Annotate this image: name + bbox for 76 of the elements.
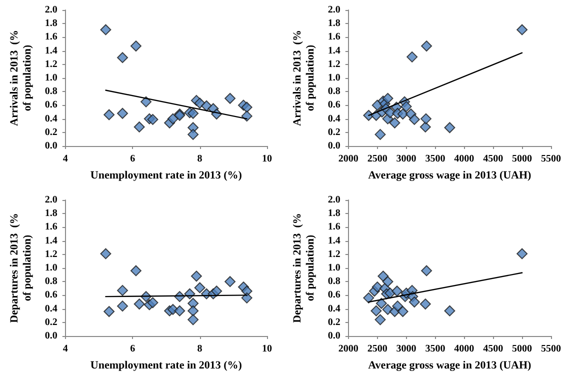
x-tick-label: 8 xyxy=(197,344,202,354)
y-tick-label: 0.4 xyxy=(328,113,340,124)
y-tick-label: 1.0 xyxy=(44,262,58,274)
y-tick-label: 0.8 xyxy=(328,86,340,98)
y-tick-label: 2.0 xyxy=(44,194,58,206)
y-tick-label: 0.6 xyxy=(44,100,58,111)
y-axis-title: Departures in 2013 (% of population) xyxy=(292,213,316,323)
x-tick-label: 4500 xyxy=(483,154,504,164)
y-tick-label: 1.2 xyxy=(44,58,58,70)
y-axis-title: Arrivals in 2013 (% of population) xyxy=(292,30,316,126)
y-axis-title: Departures in 2013 (% of population) xyxy=(8,213,34,323)
y-tick-label: 0.8 xyxy=(44,276,58,288)
y-tick-label: 0.0 xyxy=(328,330,340,342)
y-tick-label: 1.6 xyxy=(328,222,340,233)
x-tick-label: 6 xyxy=(130,154,136,164)
y-tick-label: 2.0 xyxy=(44,4,58,16)
y-tick-label: 0.8 xyxy=(328,276,340,288)
y-tick-label: 0.2 xyxy=(328,126,340,138)
x-tick-label: 5000 xyxy=(512,344,532,354)
y-tick-label: 1.4 xyxy=(328,235,340,246)
y-tick-label: 1.6 xyxy=(328,32,340,43)
y-tick-label: 1.4 xyxy=(328,45,340,56)
y-tick-label: 1.8 xyxy=(44,18,58,30)
y-tick-label: 1.2 xyxy=(328,58,340,70)
y-tick-label: 1.2 xyxy=(44,248,58,260)
y-tick-label: 1.4 xyxy=(44,45,58,56)
x-tick-label: 4000 xyxy=(454,344,474,354)
x-tick-label: 3500 xyxy=(425,344,446,354)
x-tick-label: 10 xyxy=(262,154,272,164)
y-tick-label: 1.0 xyxy=(328,262,340,274)
x-tick-label: 6 xyxy=(130,344,136,354)
x-tick-label: 4 xyxy=(62,344,68,354)
y-tick-label: 0.0 xyxy=(44,330,58,342)
y-tick-label: 1.6 xyxy=(44,32,58,43)
y-tick-label: 0.4 xyxy=(44,303,58,314)
y-tick-label: 0.6 xyxy=(328,100,340,111)
x-tick-label: 5000 xyxy=(512,154,532,164)
y-tick-label: 0.2 xyxy=(44,126,58,138)
x-axis-title: Average gross wage in 2013 (UAH) xyxy=(368,359,532,372)
x-tick-label: 5500 xyxy=(541,154,561,164)
y-tick-label: 0.6 xyxy=(328,290,340,301)
x-tick-label: 8 xyxy=(197,154,202,164)
y-tick-label: 1.0 xyxy=(328,72,340,84)
y-tick-label: 0.4 xyxy=(328,303,340,314)
y-tick-label: 0.0 xyxy=(328,140,340,152)
y-tick-label: 1.8 xyxy=(328,208,340,220)
y-axis-title: Arrivals in 2013 (% of population) xyxy=(8,30,34,126)
y-tick-label: 1.0 xyxy=(44,72,58,84)
x-tick-label: 2000 xyxy=(338,154,358,164)
y-tick-label: 0.2 xyxy=(44,316,58,328)
x-axis-title: Unemployment rate in 2013 (%) xyxy=(90,359,242,372)
x-tick-label: 4 xyxy=(62,154,68,164)
y-tick-label: 1.8 xyxy=(328,18,340,30)
x-tick-label: 3000 xyxy=(396,344,416,354)
y-tick-label: 1.8 xyxy=(44,208,58,220)
y-tick-label: 2.0 xyxy=(328,194,340,206)
x-tick-label: 10 xyxy=(262,344,272,354)
y-tick-label: 0.2 xyxy=(328,316,340,328)
x-tick-label: 3500 xyxy=(425,154,446,164)
y-tick-label: 0.0 xyxy=(44,140,58,152)
y-tick-label: 1.6 xyxy=(44,222,58,233)
x-tick-label: 4000 xyxy=(454,154,474,164)
x-tick-label: 5500 xyxy=(541,344,561,354)
y-tick-label: 0.4 xyxy=(44,113,58,124)
y-tick-label: 1.4 xyxy=(44,235,58,246)
y-tick-label: 0.6 xyxy=(44,290,58,301)
x-axis-title: Average gross wage in 2013 (UAH) xyxy=(368,169,532,182)
y-tick-label: 1.2 xyxy=(328,248,340,260)
x-axis-title: Unemployment rate in 2013 (%) xyxy=(90,169,242,182)
x-tick-label: 4500 xyxy=(483,344,504,354)
y-tick-label: 0.8 xyxy=(44,86,58,98)
x-tick-label: 2500 xyxy=(367,154,388,164)
x-tick-label: 3000 xyxy=(396,154,416,164)
x-tick-label: 2000 xyxy=(338,344,358,354)
x-tick-label: 2500 xyxy=(367,344,388,354)
y-tick-label: 2.0 xyxy=(328,4,340,16)
